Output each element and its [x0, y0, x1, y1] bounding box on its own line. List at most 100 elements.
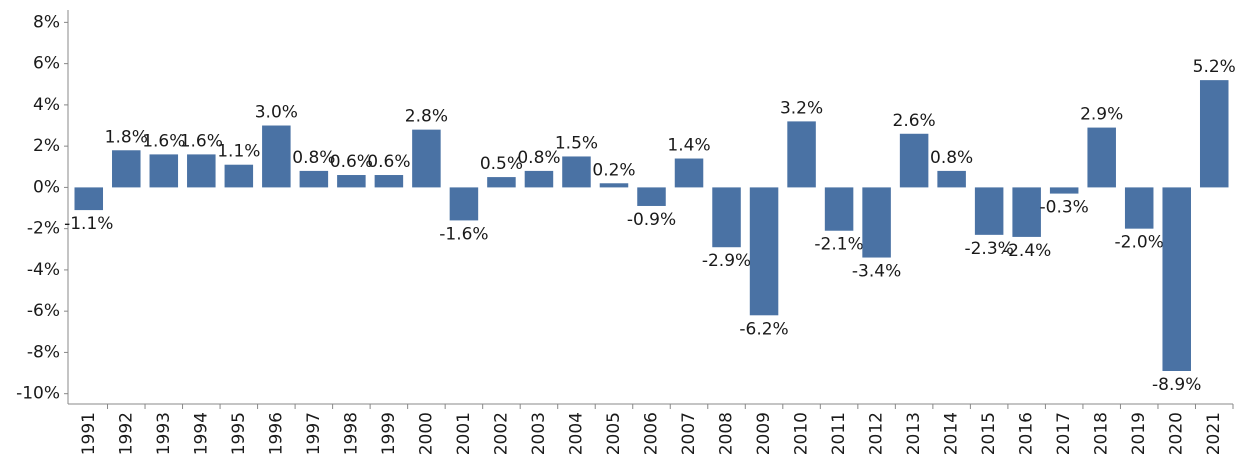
value-label: 0.8%	[517, 148, 560, 168]
value-label: 0.6%	[330, 152, 373, 172]
value-label: 2.8%	[405, 107, 448, 127]
value-label: -1.1%	[64, 214, 113, 234]
value-label: 1.6%	[142, 131, 185, 151]
x-tick-label: 2007	[679, 412, 699, 455]
bar	[787, 121, 816, 188]
x-tick-label: 1997	[304, 412, 324, 455]
bar	[224, 164, 254, 188]
bar	[937, 170, 966, 188]
value-label: 2.9%	[1080, 105, 1123, 125]
x-tick-label: 2009	[754, 412, 774, 455]
bar	[862, 187, 891, 258]
x-tick-label: 2015	[979, 412, 999, 455]
bar	[562, 156, 591, 188]
x-tick-label: 2001	[454, 412, 474, 455]
x-tick-label: 2010	[792, 412, 812, 455]
y-tick-label: 2%	[33, 136, 60, 156]
bar	[524, 170, 554, 188]
y-tick-label: -10%	[16, 384, 60, 404]
x-tick-label: 2005	[604, 412, 624, 455]
x-tick-label: 1999	[379, 412, 399, 455]
x-tick-label: 1995	[229, 412, 249, 455]
value-label: -0.3%	[1040, 198, 1089, 218]
y-tick-label: 6%	[33, 54, 60, 74]
x-tick-label: 2014	[942, 412, 962, 455]
x-tick-label: 2011	[829, 412, 849, 455]
x-tick-label: 2000	[416, 412, 436, 455]
y-tick-label: -4%	[27, 260, 60, 280]
value-label: 0.8%	[292, 148, 335, 168]
value-label: 1.1%	[217, 142, 260, 162]
value-label: 1.6%	[180, 131, 223, 151]
value-label: 2.6%	[893, 111, 936, 131]
x-tick-label: 2013	[904, 412, 924, 455]
x-tick-label: 1998	[341, 412, 361, 455]
bar	[1162, 187, 1191, 371]
bar	[374, 175, 404, 188]
bar	[487, 177, 516, 188]
value-label: 1.8%	[105, 127, 148, 147]
bar	[712, 187, 741, 248]
value-label: -1.6%	[439, 224, 488, 244]
bar	[337, 175, 366, 188]
y-tick-label: 8%	[33, 12, 60, 32]
value-label: -2.9%	[702, 251, 751, 271]
bar	[1087, 127, 1116, 188]
value-label: -2.0%	[1115, 233, 1164, 253]
bar	[637, 187, 666, 206]
value-label: -6.2%	[739, 319, 788, 339]
bar	[149, 154, 179, 188]
bar	[299, 170, 329, 188]
bar	[187, 154, 216, 188]
bar	[749, 187, 779, 316]
value-label: -3.4%	[852, 262, 901, 282]
bar	[899, 133, 929, 188]
value-label: -8.9%	[1152, 375, 1201, 395]
x-tick-label: 2016	[1017, 412, 1037, 455]
x-tick-label: 2018	[1092, 412, 1112, 455]
bar	[824, 187, 854, 231]
bar	[974, 187, 1004, 235]
value-label: 0.2%	[592, 160, 635, 180]
value-label: 1.4%	[667, 136, 710, 156]
x-tick-label: 2002	[491, 412, 511, 455]
value-label: -2.1%	[814, 235, 863, 255]
value-label: -0.9%	[627, 210, 676, 230]
y-tick-label: -8%	[27, 342, 60, 362]
bar	[674, 158, 704, 188]
x-tick-label: 1996	[266, 412, 286, 455]
value-label: 0.5%	[480, 154, 523, 174]
bar	[262, 125, 291, 188]
x-tick-label: 2020	[1167, 412, 1187, 455]
bar	[1124, 187, 1154, 229]
bar	[1049, 187, 1079, 194]
bar	[112, 150, 141, 188]
x-tick-label: 2006	[642, 412, 662, 455]
y-tick-label: -2%	[27, 219, 60, 239]
bar	[449, 187, 479, 221]
x-tick-label: 2012	[867, 412, 887, 455]
x-tick-label: 1992	[116, 412, 136, 455]
bar	[1012, 187, 1041, 237]
value-label: 0.8%	[930, 148, 973, 168]
x-tick-label: 2019	[1129, 412, 1149, 455]
bar	[412, 129, 441, 188]
bar	[74, 187, 104, 211]
x-tick-label: 2004	[566, 412, 586, 455]
value-label: 1.5%	[555, 133, 598, 153]
value-label: 0.6%	[367, 152, 410, 172]
value-label: 3.2%	[780, 98, 823, 118]
bar	[599, 183, 629, 188]
x-tick-label: 2017	[1054, 412, 1074, 455]
x-tick-label: 1993	[154, 412, 174, 455]
value-label: -2.4%	[1002, 241, 1051, 261]
x-tick-label: 2003	[529, 412, 549, 455]
value-label: 5.2%	[1193, 57, 1236, 77]
x-tick-label: 1991	[79, 412, 99, 455]
y-tick-label: -6%	[27, 301, 60, 321]
bar	[1199, 80, 1229, 188]
value-label: -2.3%	[964, 239, 1013, 259]
y-tick-label: 0%	[33, 177, 60, 197]
value-label: 3.0%	[255, 103, 298, 123]
